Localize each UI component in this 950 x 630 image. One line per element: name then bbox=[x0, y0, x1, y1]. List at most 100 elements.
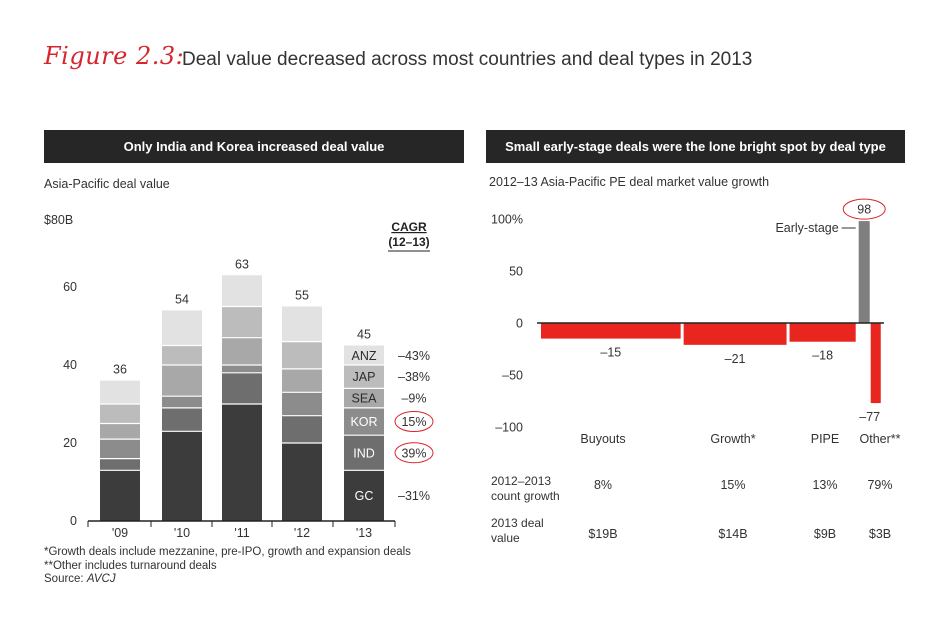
footnote-other: **Other includes turnaround deals bbox=[44, 559, 217, 572]
bar-buyouts bbox=[541, 323, 681, 339]
bar-segment-kor bbox=[100, 439, 140, 459]
source-line: Source: AVCJ bbox=[44, 573, 411, 587]
bar-segment-sea bbox=[344, 388, 384, 408]
bar-segment-anz bbox=[282, 306, 322, 342]
bar-segment-ind bbox=[162, 407, 202, 432]
x-category-label: Other** bbox=[860, 432, 901, 446]
bar-segment-kor bbox=[282, 392, 322, 416]
right-panel-header: Small early-stage deals were the lone br… bbox=[486, 130, 905, 163]
count-growth-value: 79% bbox=[867, 478, 892, 492]
segment-label: IND bbox=[353, 446, 375, 460]
cagr-highlight-circle bbox=[394, 411, 434, 433]
x-tick-label: '09 bbox=[112, 526, 128, 540]
y-tick-label: 60 bbox=[63, 280, 77, 294]
bar-value-label: –21 bbox=[725, 352, 746, 366]
segment-label: GC bbox=[355, 489, 374, 503]
count-growth-value: 13% bbox=[812, 478, 837, 492]
bar-total-label: 45 bbox=[357, 328, 371, 342]
footnotes: *Growth deals include mezzanine, pre-IPO… bbox=[44, 546, 411, 587]
left-chart-subtitle: Asia-Pacific deal value bbox=[44, 177, 170, 191]
bar-segment-kor bbox=[162, 396, 202, 408]
bar-segment-sea bbox=[282, 368, 322, 393]
cagr-highlight-circle bbox=[394, 442, 434, 464]
bar-segment-jap bbox=[100, 404, 140, 424]
early-stage-value: 98 bbox=[857, 203, 871, 217]
bar-value-label: –77 bbox=[859, 410, 880, 424]
early-stage-highlight-circle bbox=[842, 198, 886, 220]
bar-total-label: 36 bbox=[113, 363, 127, 377]
bar-total-label: 54 bbox=[175, 292, 189, 306]
figure-title: Deal value decreased across most countri… bbox=[182, 49, 753, 70]
x-tick-label: '10 bbox=[174, 526, 190, 540]
x-category-label: Growth* bbox=[710, 432, 755, 446]
y-unit-label: $80B bbox=[44, 213, 73, 227]
bar-segment-ind bbox=[344, 435, 384, 471]
bar-total-label: 63 bbox=[235, 257, 249, 271]
y-tick-label: –50 bbox=[502, 369, 523, 383]
count-growth-value: 8% bbox=[594, 478, 612, 492]
stacked-bar-chart: Asia-Pacific deal value $80B CAGR (12–13… bbox=[44, 177, 434, 540]
bar-segment-kor bbox=[222, 365, 262, 373]
y-tick-label: 0 bbox=[516, 317, 523, 331]
deal-value-value: $19B bbox=[588, 527, 617, 541]
figure-label: Figure 2.3: bbox=[44, 42, 185, 70]
cagr-value: –38% bbox=[398, 370, 430, 384]
cagr-value: –43% bbox=[398, 349, 430, 363]
bar-segment-anz bbox=[162, 310, 202, 346]
y-tick-label: 0 bbox=[70, 514, 77, 528]
bar-segment-jap bbox=[344, 365, 384, 389]
bar-segment-gc bbox=[282, 443, 322, 521]
bar-total-label: 55 bbox=[295, 289, 309, 303]
bar-segment-sea bbox=[100, 423, 140, 440]
segment-label: ANZ bbox=[352, 349, 377, 363]
x-tick-label: '12 bbox=[294, 526, 310, 540]
bar-segment-anz bbox=[222, 275, 262, 307]
cagr-period: (12–13) bbox=[388, 235, 429, 249]
bar-segment-jap bbox=[222, 306, 262, 338]
cagr-title: CAGR bbox=[391, 220, 427, 234]
y-tick-label: –100 bbox=[495, 421, 523, 435]
bar-early-stage bbox=[858, 221, 870, 323]
bar-segment-jap bbox=[282, 341, 322, 369]
y-tick-label: 20 bbox=[63, 436, 77, 450]
x-category-label: Buyouts bbox=[580, 432, 625, 446]
segment-label: JAP bbox=[353, 370, 376, 384]
right-chart-subtitle: 2012–13 Asia-Pacific PE deal market valu… bbox=[489, 175, 769, 189]
x-tick-label: '11 bbox=[234, 526, 249, 540]
table-row1-label-line2: count growth bbox=[491, 489, 560, 503]
cagr-value: –31% bbox=[398, 489, 430, 503]
table-row2-label-line2: value bbox=[491, 531, 520, 545]
bar-value-label: –18 bbox=[812, 349, 833, 363]
footnote-growth: *Growth deals include mezzanine, pre-IPO… bbox=[44, 546, 411, 558]
early-stage-label: Early-stage bbox=[775, 221, 838, 235]
bar-segment-sea bbox=[222, 337, 262, 365]
table-row2-label-line1: 2013 deal bbox=[491, 516, 544, 530]
deal-value-value: $3B bbox=[869, 527, 891, 541]
left-panel-header: Only India and Korea increased deal valu… bbox=[44, 130, 464, 163]
deal-value-value: $9B bbox=[814, 527, 836, 541]
bar-segment-jap bbox=[162, 345, 202, 365]
bar-segment-anz bbox=[100, 380, 140, 404]
source-value: AVCJ bbox=[86, 573, 116, 585]
deal-value-value: $14B bbox=[718, 527, 747, 541]
table-row1-label-line1: 2012–2013 bbox=[491, 474, 551, 488]
y-tick-label: 100% bbox=[491, 213, 523, 227]
bar-segment-gc bbox=[344, 470, 384, 521]
bar-segment-ind bbox=[222, 372, 262, 404]
cagr-value: 15% bbox=[401, 415, 426, 429]
bar-segment-ind bbox=[100, 458, 140, 471]
cagr-value: –9% bbox=[401, 392, 426, 406]
bar-segment-gc bbox=[222, 404, 262, 521]
x-category-label: PIPE bbox=[811, 432, 840, 446]
y-tick-label: 50 bbox=[509, 265, 523, 279]
bar-segment-kor bbox=[344, 407, 384, 436]
bar-other bbox=[870, 323, 881, 404]
x-tick-label: '13 bbox=[356, 526, 372, 540]
y-tick-label: 40 bbox=[63, 358, 77, 372]
bar-value-label: –15 bbox=[600, 346, 621, 360]
count-growth-value: 15% bbox=[720, 478, 745, 492]
bar-segment-anz bbox=[344, 345, 384, 365]
cagr-value: 39% bbox=[401, 446, 426, 460]
bar-segment-sea bbox=[162, 365, 202, 397]
